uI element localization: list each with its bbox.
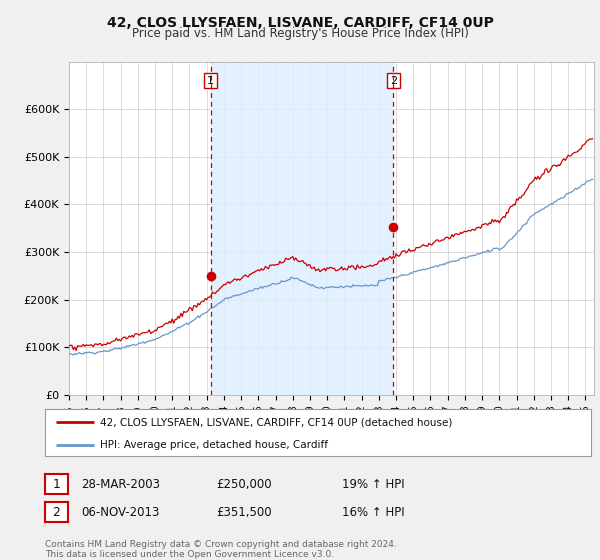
Text: 16% ↑ HPI: 16% ↑ HPI — [342, 506, 404, 519]
Text: 28-MAR-2003: 28-MAR-2003 — [81, 478, 160, 491]
Text: 2: 2 — [390, 76, 397, 86]
Text: 1: 1 — [52, 478, 61, 491]
Text: 42, CLOS LLYSFAEN, LISVANE, CARDIFF, CF14 0UP: 42, CLOS LLYSFAEN, LISVANE, CARDIFF, CF1… — [107, 16, 493, 30]
Bar — [211, 62, 393, 395]
Text: 2: 2 — [52, 506, 61, 519]
Text: This data is licensed under the Open Government Licence v3.0.: This data is licensed under the Open Gov… — [45, 550, 334, 559]
Text: 19% ↑ HPI: 19% ↑ HPI — [342, 478, 404, 491]
Text: Price paid vs. HM Land Registry's House Price Index (HPI): Price paid vs. HM Land Registry's House … — [131, 27, 469, 40]
Text: £250,000: £250,000 — [216, 478, 272, 491]
Text: 42, CLOS LLYSFAEN, LISVANE, CARDIFF, CF14 0UP (detached house): 42, CLOS LLYSFAEN, LISVANE, CARDIFF, CF1… — [100, 417, 452, 427]
Text: £351,500: £351,500 — [216, 506, 272, 519]
Text: 1: 1 — [207, 76, 214, 86]
Text: HPI: Average price, detached house, Cardiff: HPI: Average price, detached house, Card… — [100, 440, 328, 450]
Text: 06-NOV-2013: 06-NOV-2013 — [81, 506, 160, 519]
Text: Contains HM Land Registry data © Crown copyright and database right 2024.: Contains HM Land Registry data © Crown c… — [45, 540, 397, 549]
